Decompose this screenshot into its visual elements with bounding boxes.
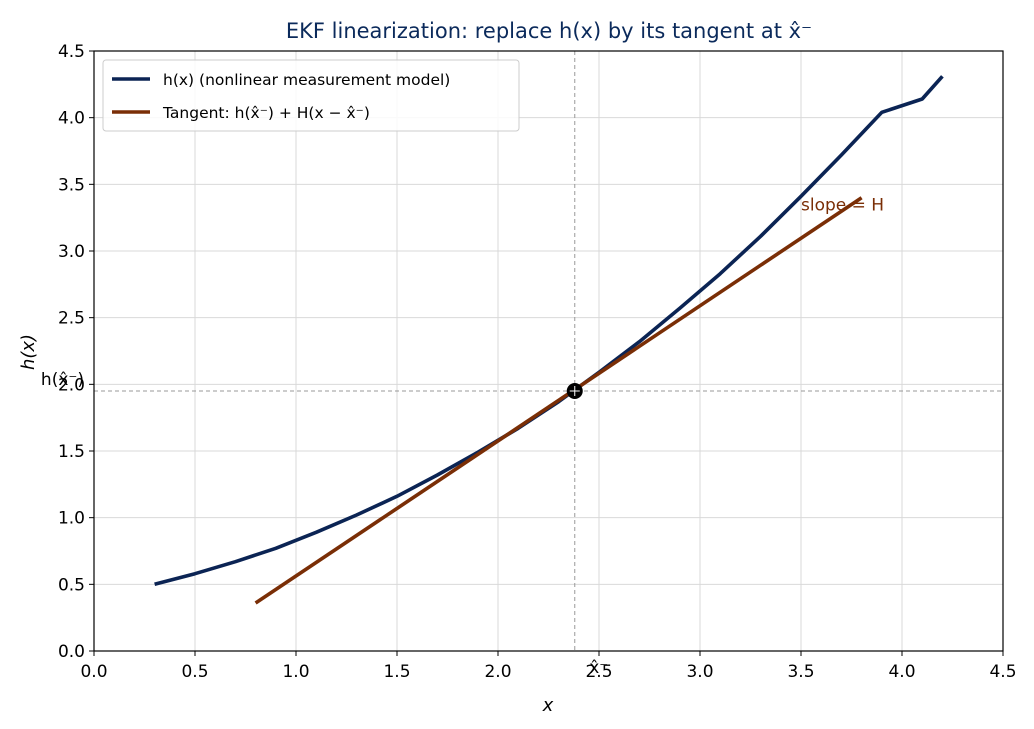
legend-label-tangent: Tangent: h(x̂⁻) + H(x − x̂⁻) bbox=[162, 104, 370, 122]
x-tick-label: 0.0 bbox=[80, 662, 107, 682]
x-tick-label: 1.0 bbox=[282, 662, 309, 682]
linearization-point-cross bbox=[569, 386, 580, 396]
series-line-tangent bbox=[254, 196, 863, 605]
legend-label-h: h(x) (nonlinear measurement model) bbox=[163, 71, 450, 89]
data-points bbox=[566, 383, 583, 399]
plot-frame bbox=[93, 50, 1004, 652]
x-tick-label: 4.0 bbox=[888, 662, 915, 682]
x-tick-label: 2.5 bbox=[585, 662, 612, 682]
y-axis-label: h(x) bbox=[18, 334, 39, 370]
x-axis-label: x bbox=[542, 695, 554, 716]
y-tick-label: 0.0 bbox=[58, 642, 85, 662]
y-tick-label: 2.5 bbox=[58, 309, 85, 329]
y-tick-label: 0.5 bbox=[58, 575, 85, 595]
y-tick-label: 1.0 bbox=[58, 509, 85, 529]
x-tick-label: 3.0 bbox=[686, 662, 713, 682]
x-tick-label: 2.0 bbox=[484, 662, 511, 682]
h-x-hat-marker-label: h(x̂⁻) bbox=[41, 370, 84, 390]
legend-box bbox=[102, 59, 520, 132]
y-tick-label: 3.5 bbox=[58, 175, 85, 195]
legend: h(x) (nonlinear measurement model) Tange… bbox=[102, 59, 520, 132]
y-tick-label: 2.0 bbox=[58, 375, 85, 395]
chart-title: EKF linearization: replace h(x) by its t… bbox=[286, 19, 812, 43]
y-tick-label: 3.0 bbox=[58, 242, 85, 262]
x-tick-label: 1.5 bbox=[383, 662, 410, 682]
y-tick-label: 4.5 bbox=[58, 42, 85, 62]
slope-annotation: slope = H bbox=[801, 195, 884, 215]
x-tick-label: 0.5 bbox=[181, 662, 208, 682]
y-tick-label: 1.5 bbox=[58, 442, 85, 462]
x-tick-label: 4.5 bbox=[989, 662, 1016, 682]
x-hat-marker-label: x̂⁻ bbox=[589, 658, 608, 678]
ticks: 0.0 0.5 1.0 1.5 2.0 2.5 3.0 3.5 4.0 4.5 0.0 0.5 1.0 1… bbox=[58, 42, 1017, 682]
y-tick-label: 4.0 bbox=[58, 109, 85, 129]
marker-guides bbox=[94, 51, 1003, 651]
series-lines bbox=[154, 75, 944, 605]
x-tick-label: 3.5 bbox=[787, 662, 814, 682]
